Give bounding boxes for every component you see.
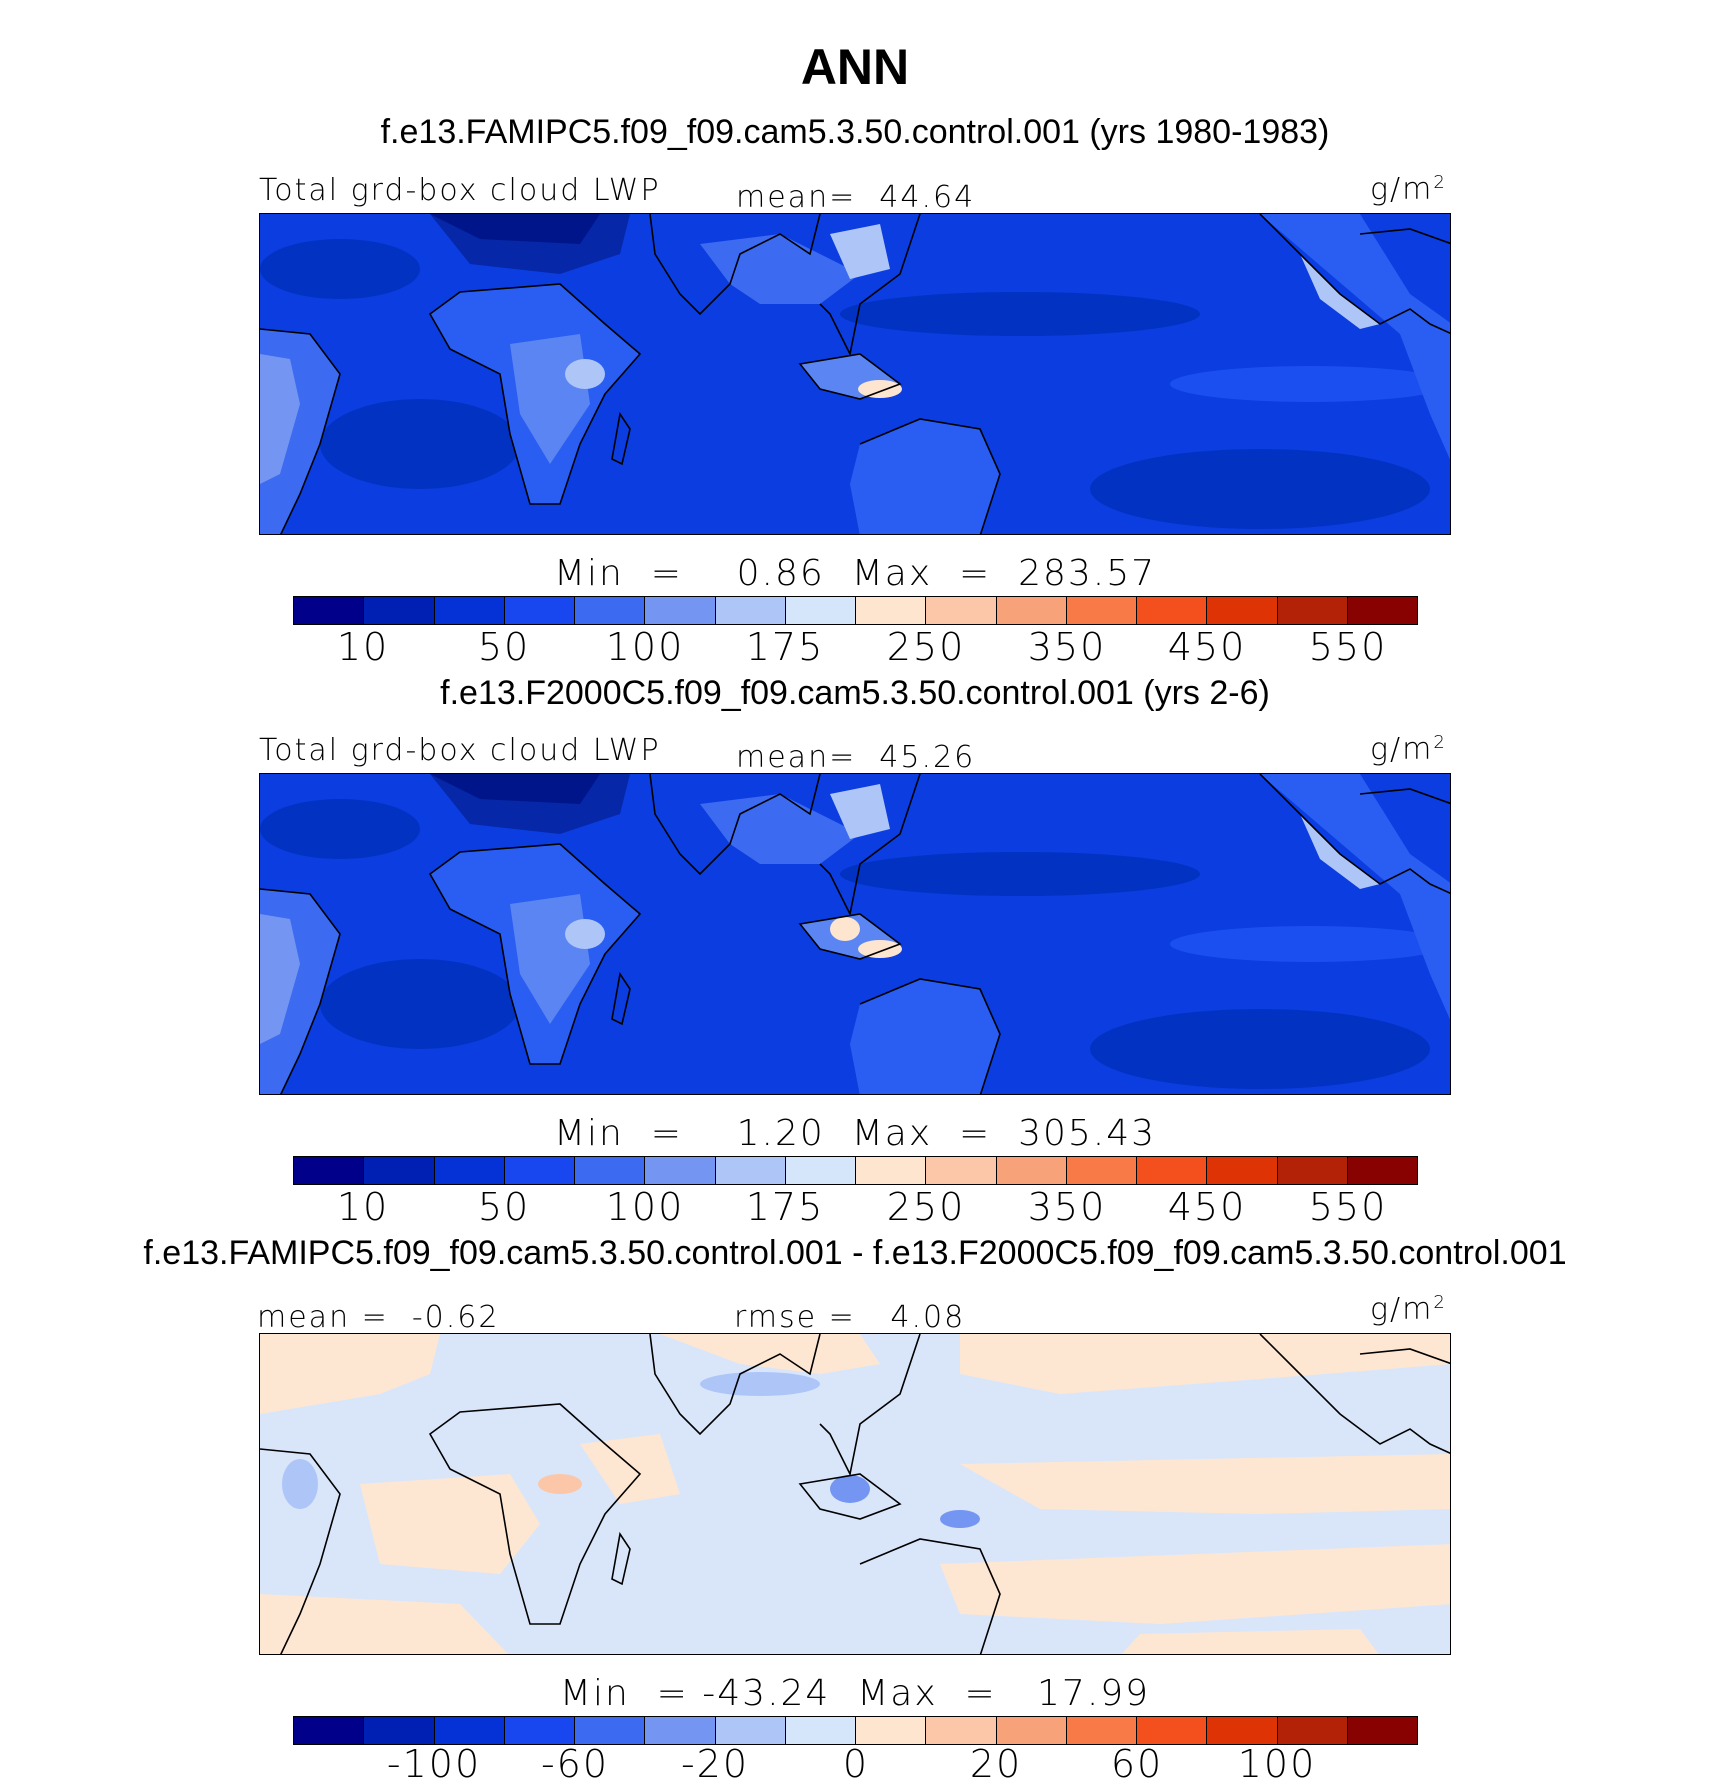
panel-2-colorbar [293,1156,1418,1185]
panel-1-min-max: Min = 0.86 Max = 283.57 [553,553,1157,594]
panel-2-map [259,773,1451,1095]
panel-2-tick: 10 [336,1185,390,1229]
panel-3-case-title: f.e13.FAMIPC5.f09_f09.cam5.3.50.control.… [143,1234,1567,1272]
panel-1-variable-label: Total grd-box cloud LWP [259,173,661,208]
panel-2-mean-label: mean= 45.26 [736,740,976,775]
panel-1-tick: 10 [336,625,390,669]
panel-1-tick: 550 [1308,625,1388,669]
panel-3-map [259,1333,1451,1655]
figure-title: ANN [800,39,910,95]
panel-1-tick: 50 [477,625,531,669]
panel-2-case-title: f.e13.F2000C5.f09_f09.cam5.3.50.control.… [440,674,1270,712]
panel-1-mean-label: mean= 44.64 [736,180,976,215]
panel-3-rmse-label: rmse = 4.08 [734,1300,966,1335]
panel-3-units: g/m2 [1370,1292,1447,1327]
panel-2-tick: 100 [605,1185,685,1229]
panel-3-tick: 0 [842,1742,870,1786]
panel-3-tick: -100 [386,1742,482,1786]
panel-3-tick: 100 [1237,1742,1317,1786]
panel-2-units: g/m2 [1370,732,1447,767]
panel-3-tick: 60 [1110,1742,1164,1786]
panel-3-colorbar [293,1716,1418,1745]
panel-3-tick: -60 [540,1742,610,1786]
panel-1-tick: 175 [745,625,825,669]
panel-3-tick: -20 [680,1742,750,1786]
panel-2-tick: 550 [1308,1185,1388,1229]
panel-2-tick: 350 [1027,1185,1107,1229]
panel-3-tick: 20 [969,1742,1023,1786]
panel-3-mean-label: mean = -0.62 [257,1300,500,1335]
panel-2-variable-label: Total grd-box cloud LWP [259,733,661,768]
panel-2-tick: 175 [745,1185,825,1229]
panel-1-tick: 350 [1027,625,1107,669]
panel-2-tick: 250 [886,1185,966,1229]
panel-1-colorbar [293,596,1418,625]
panel-3-min-max: Min = -43.24 Max = 17.99 [559,1673,1151,1714]
panel-2-min-max: Min = 1.20 Max = 305.43 [553,1113,1157,1154]
panel-2-tick: 50 [477,1185,531,1229]
panel-1-case-title: f.e13.FAMIPC5.f09_f09.cam5.3.50.control.… [380,113,1330,151]
panel-1-map [259,213,1451,535]
panel-1-tick: 250 [886,625,966,669]
panel-1-tick: 100 [605,625,685,669]
panel-2-tick: 450 [1167,1185,1247,1229]
panel-1-tick: 450 [1167,625,1247,669]
panel-1-units: g/m2 [1370,172,1447,207]
